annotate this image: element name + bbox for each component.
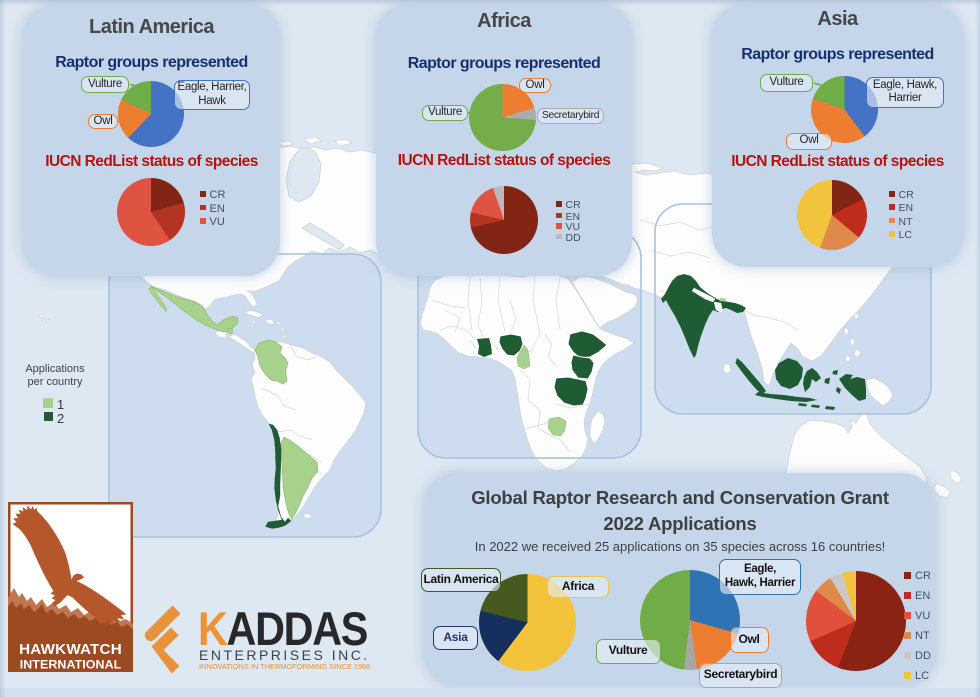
svg-text:INTERNATIONAL: INTERNATIONAL (20, 658, 122, 672)
svg-text:HAWKWATCH: HAWKWATCH (19, 641, 122, 658)
